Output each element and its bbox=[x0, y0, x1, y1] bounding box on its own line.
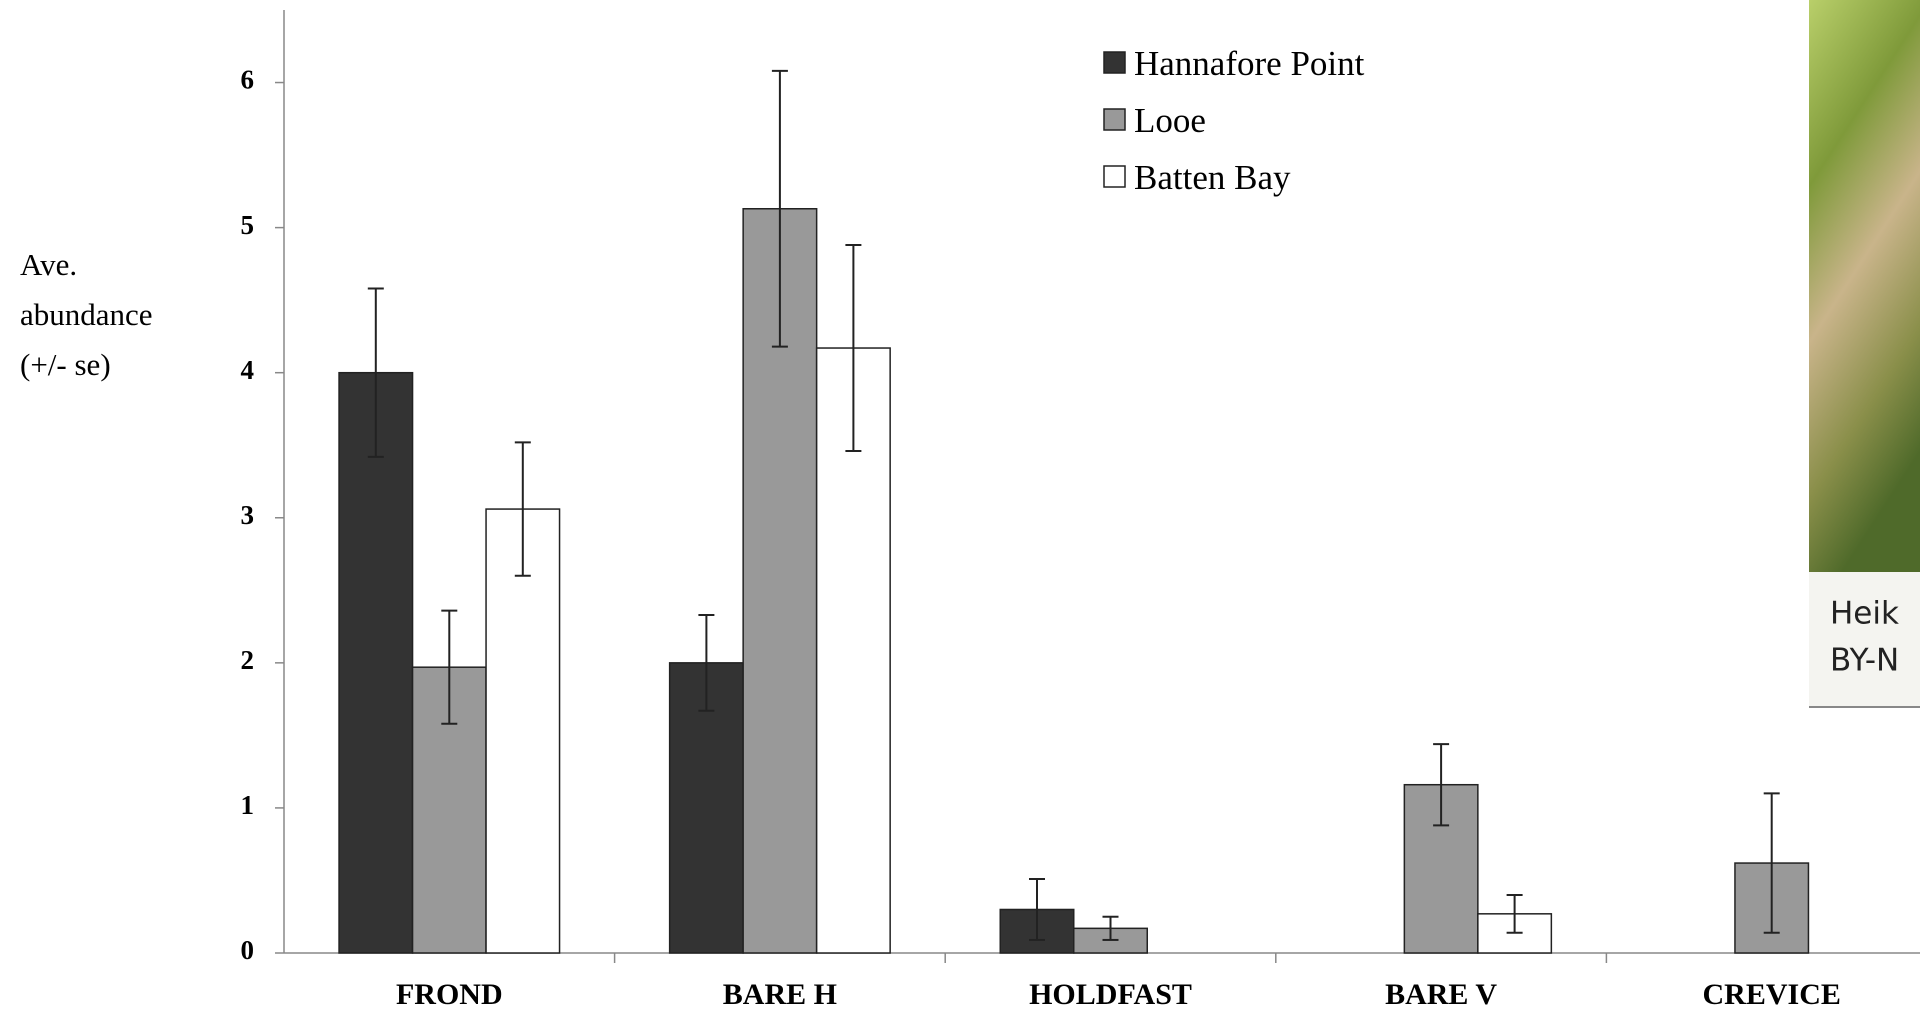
chart: Ave. abundance (+/- se) 0 1 2 3 4 5 6 FROND BARE H… bbox=[0, 0, 1920, 1013]
x-tick-label: BARE H bbox=[723, 978, 837, 1011]
legend-label: Looe bbox=[1134, 101, 1206, 140]
x-tick-label: FROND bbox=[396, 978, 503, 1011]
y-tick-label: 2 bbox=[241, 645, 255, 675]
y-tick-label: 0 bbox=[241, 935, 255, 965]
legend: Hannafore Point Looe Batten Bay bbox=[1104, 44, 1365, 197]
y-axis-label: Ave. abundance (+/- se) bbox=[20, 247, 153, 382]
y-axis-label-line: Ave. bbox=[20, 247, 77, 282]
photo-image bbox=[1809, 0, 1920, 572]
x-tick-label: HOLDFAST bbox=[1029, 978, 1192, 1011]
y-tick-label: 3 bbox=[241, 500, 255, 530]
photo-caption-box bbox=[1809, 572, 1920, 708]
photo-caption: BY-N bbox=[1830, 643, 1899, 679]
y-axis-label-line: (+/- se) bbox=[20, 347, 111, 382]
photo-caption: Heik bbox=[1830, 596, 1899, 632]
page: {"chart_data": {"type": "bar", "ylabel_l… bbox=[0, 0, 1920, 1013]
y-tick-label: 5 bbox=[241, 210, 255, 240]
y-tick-label: 4 bbox=[241, 355, 255, 385]
bar bbox=[339, 373, 413, 953]
x-tick-label: BARE V bbox=[1385, 978, 1497, 1011]
plot-area: 0 1 2 3 4 5 6 FROND BARE H HOLDFAST BARE V CREVICE bbox=[241, 10, 1920, 1011]
y-tick-label: 1 bbox=[241, 790, 255, 820]
legend-label: Hannafore Point bbox=[1134, 44, 1365, 83]
x-tick-label: CREVICE bbox=[1703, 978, 1841, 1011]
legend-swatch bbox=[1104, 52, 1125, 73]
legend-label: Batten Bay bbox=[1134, 158, 1291, 197]
legend-swatch bbox=[1104, 109, 1125, 130]
photo: Heik BY-N bbox=[1809, 0, 1920, 708]
legend-swatch bbox=[1104, 166, 1125, 187]
y-tick-label: 6 bbox=[241, 65, 255, 95]
y-axis-label-line: abundance bbox=[20, 297, 153, 332]
